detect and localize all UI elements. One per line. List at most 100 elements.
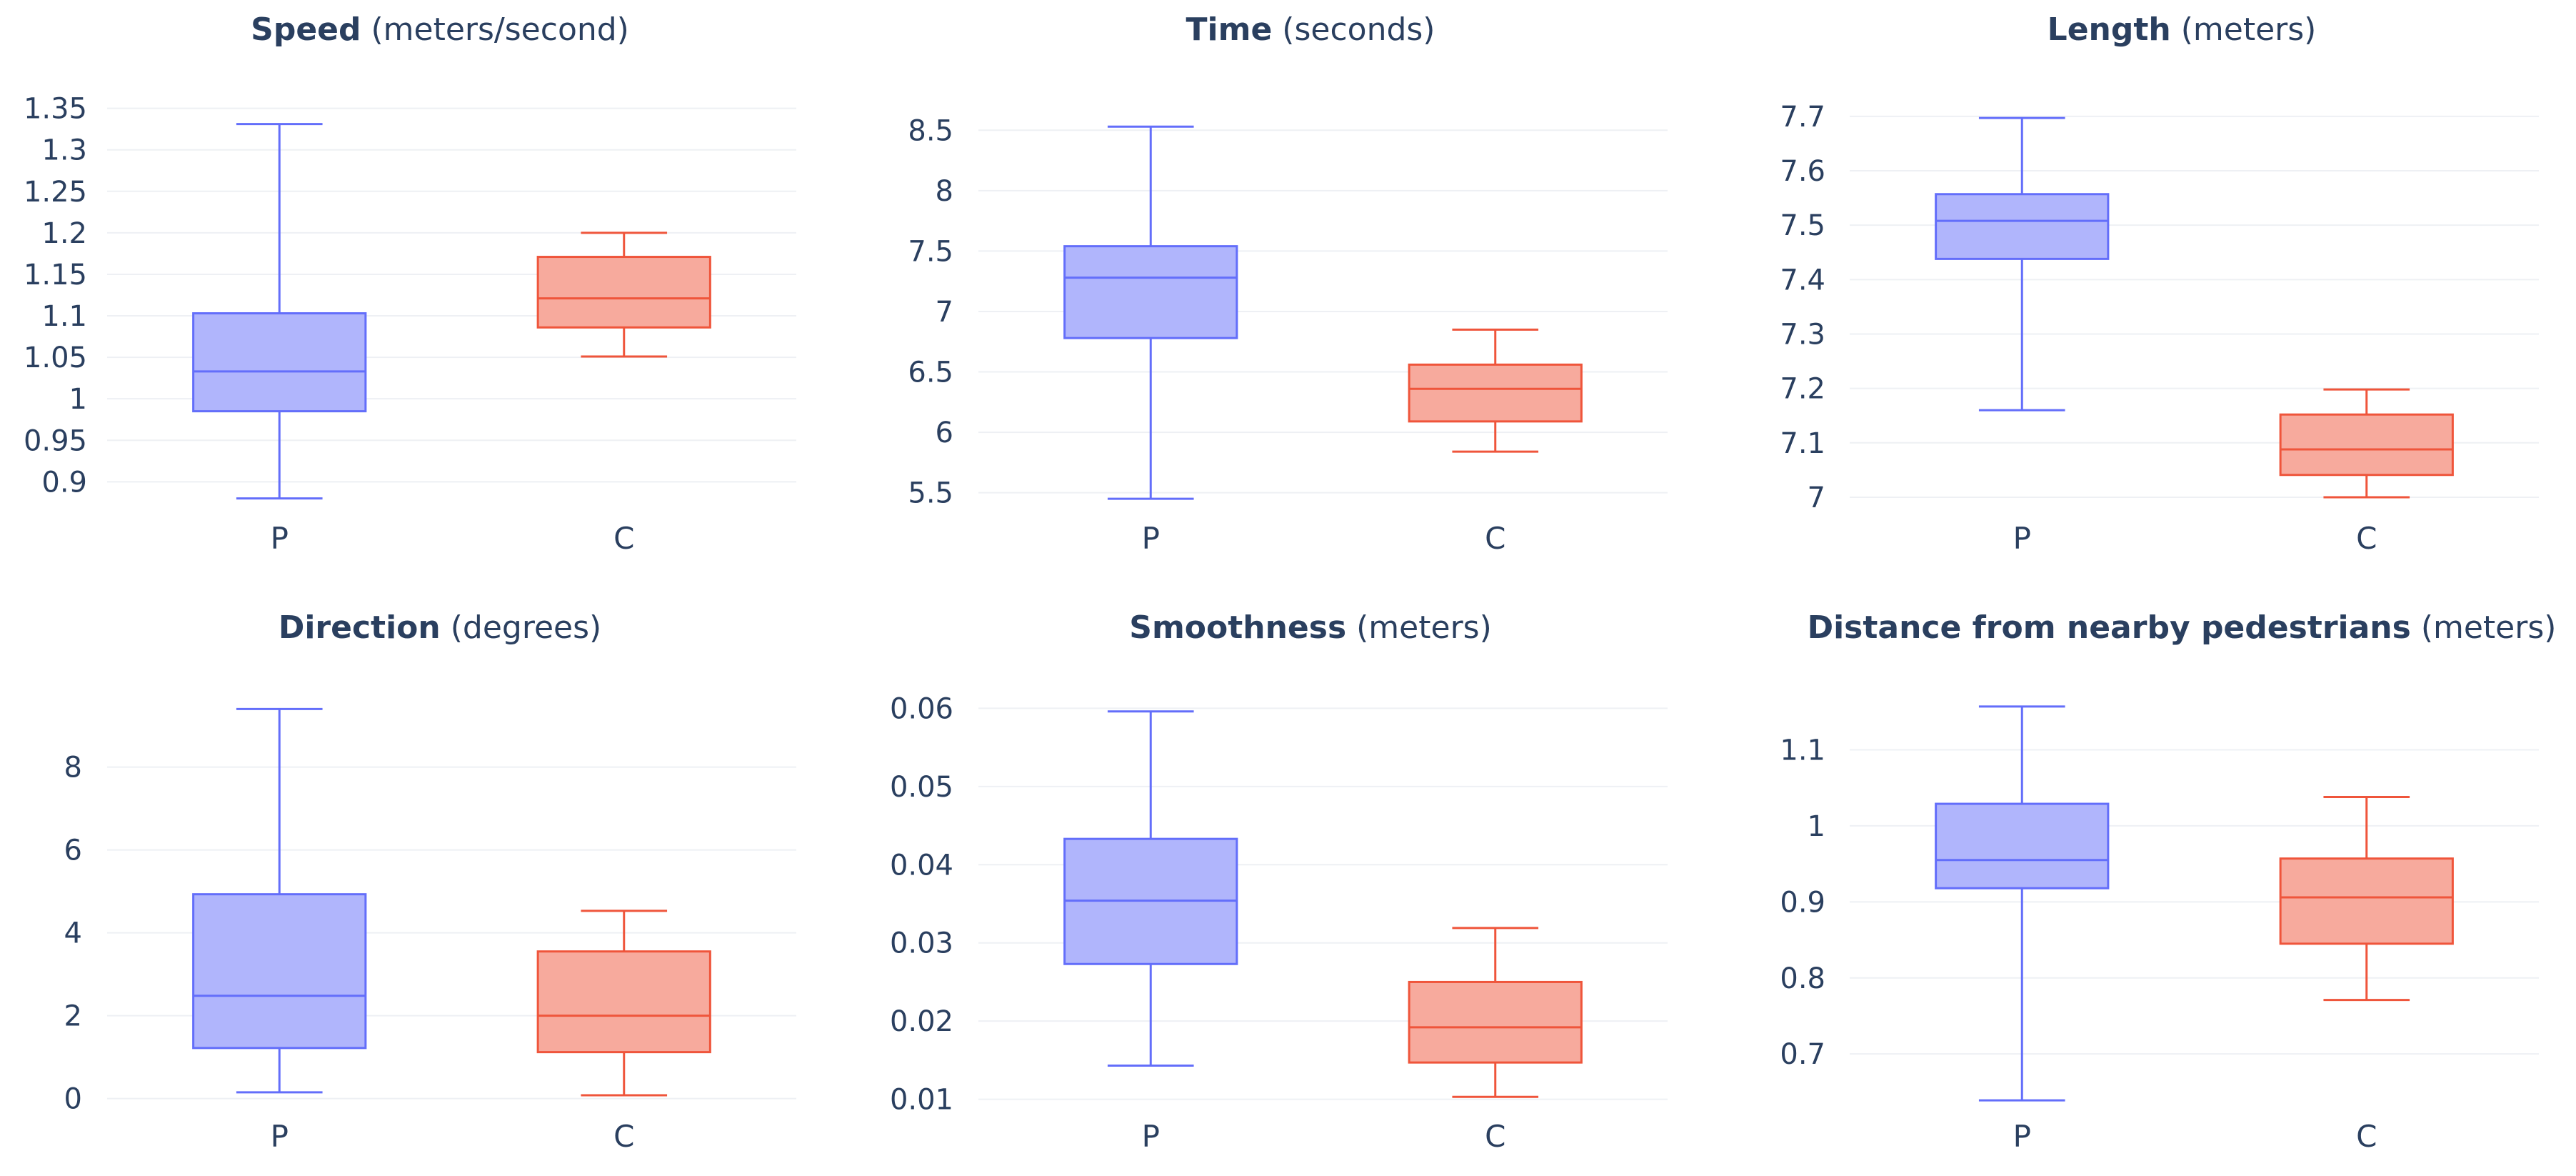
x-category-label: C (2356, 521, 2377, 556)
x-category-label: P (2013, 1119, 2031, 1154)
x-category-label: C (2356, 1119, 2377, 1154)
box-c (1408, 328, 1583, 453)
box-p (192, 123, 367, 500)
chart-title: Direction (degrees) (279, 609, 601, 646)
box-iqr (1063, 245, 1238, 339)
y-tick-label: 1 (69, 383, 87, 416)
y-tick-label: 6 (936, 417, 953, 449)
x-category-label: P (2013, 521, 2031, 556)
box-iqr (536, 256, 711, 329)
chart-title-unit: (meters/second) (361, 11, 629, 48)
y-tick-label: 1.35 (24, 93, 87, 126)
chart-panel-5: Distance from nearby pedestrians (meters… (1780, 609, 2556, 1154)
box-p (192, 707, 367, 1094)
y-tick-label: 1.05 (24, 342, 87, 374)
chart-panel-1: Time (seconds) 5.5 6 6.5 7 7.5 8 8.5 P C (908, 11, 1668, 556)
y-tick-label: 7.5 (908, 235, 953, 268)
y-tick-label: 1.1 (41, 300, 87, 333)
box-p (1935, 705, 2110, 1102)
box-iqr (1408, 980, 1583, 1064)
x-category-label: C (613, 1119, 634, 1154)
x-category-label: P (1142, 521, 1160, 556)
chart-title: Time (seconds) (1186, 11, 1435, 48)
y-tick-label: 2 (64, 1000, 82, 1033)
y-tick-label: 1 (1808, 810, 1825, 843)
chart-title-main: Time (1186, 11, 1273, 48)
chart-title: Smoothness (meters) (1129, 609, 1492, 646)
y-tick-label: 8 (936, 175, 953, 208)
y-tick-label: 0.03 (890, 927, 953, 960)
box-c (2279, 388, 2454, 499)
y-tick-label: 7.4 (1780, 264, 1825, 297)
chart-title-main: Length (2048, 11, 2171, 48)
y-tick-label: 6 (64, 834, 82, 867)
x-category-label: P (1142, 1119, 1160, 1154)
chart-panel-2: Length (meters) 7 7.1 7.2 7.3 7.4 7.5 7.6 7.7 P C (1780, 11, 2539, 556)
box-iqr (1408, 363, 1583, 423)
x-category-label: C (1485, 1119, 1505, 1154)
chart-title-unit: (meters) (1346, 609, 1492, 646)
y-tick-label: 0.02 (890, 1005, 953, 1038)
chart-panel-4: Smoothness (meters) 0.01 0.02 0.03 0.04 0.05 0… (890, 609, 1668, 1154)
y-tick-label: 1.25 (24, 176, 87, 209)
y-tick-label: 5.5 (908, 477, 953, 510)
y-tick-label: 7.7 (1780, 101, 1825, 134)
box-iqr (2279, 857, 2454, 945)
box-iqr (1935, 802, 2110, 890)
y-tick-label: 7 (1808, 482, 1825, 514)
y-tick-label: 0.95 (24, 424, 87, 457)
y-tick-label: 1.1 (1780, 734, 1825, 767)
chart-title-main: Smoothness (1129, 609, 1346, 646)
y-tick-label: 7.1 (1780, 427, 1825, 460)
y-tick-label: 1.3 (41, 134, 87, 167)
box-p (1063, 125, 1238, 500)
box-iqr (2279, 413, 2454, 477)
chart-title-unit: (meters) (2171, 11, 2317, 48)
chart-title-unit: (seconds) (1272, 11, 1435, 48)
y-tick-label: 0.9 (41, 466, 87, 499)
x-category-label: C (1485, 521, 1505, 556)
y-tick-label: 0.05 (890, 771, 953, 804)
chart-panel-0: Speed (meters/second) 0.9 0.95 1 1.05 1.1 1.15… (24, 11, 796, 556)
y-tick-label: 7.6 (1780, 155, 1825, 188)
box-iqr (192, 312, 367, 413)
y-tick-label: 0.01 (890, 1084, 953, 1117)
chart-title-unit: (degrees) (441, 609, 601, 646)
chart-title: Speed (meters/second) (251, 11, 629, 48)
chart-title-main: Speed (251, 11, 361, 48)
chart-panel-3: Direction (degrees) 0 2 4 6 8 P C (64, 609, 796, 1154)
y-tick-label: 7.2 (1780, 373, 1825, 406)
x-category-label: P (271, 521, 289, 556)
chart-title-main: Distance from nearby pedestrians (1808, 609, 2411, 646)
box-iqr (1935, 193, 2110, 260)
x-category-label: P (271, 1119, 289, 1154)
box-iqr (192, 893, 367, 1050)
y-tick-label: 0.06 (890, 692, 953, 725)
box-c (2279, 795, 2454, 1002)
y-tick-label: 7.3 (1780, 318, 1825, 351)
y-tick-label: 1.2 (41, 217, 87, 250)
y-tick-label: 0.04 (890, 849, 953, 882)
y-tick-label: 0.7 (1780, 1038, 1825, 1071)
box-c (1408, 927, 1583, 1098)
box-c (536, 231, 711, 358)
box-p (1063, 710, 1238, 1067)
y-tick-label: 0.9 (1780, 886, 1825, 919)
y-tick-label: 6.5 (908, 357, 953, 389)
box-p (1935, 116, 2110, 412)
chart-title: Length (meters) (2048, 11, 2317, 48)
y-tick-label: 0.8 (1780, 962, 1825, 995)
y-tick-label: 1.15 (24, 259, 87, 291)
y-tick-label: 8 (64, 752, 82, 784)
chart-title-unit: (meters) (2411, 609, 2557, 646)
box-c (536, 910, 711, 1097)
chart-title: Distance from nearby pedestrians (meters… (1808, 609, 2557, 646)
y-tick-label: 0 (64, 1083, 82, 1116)
y-tick-label: 8.5 (908, 114, 953, 147)
y-tick-label: 7.5 (1780, 209, 1825, 242)
y-tick-label: 7 (936, 296, 953, 329)
y-tick-label: 4 (64, 917, 82, 950)
box-iqr (536, 950, 711, 1054)
chart-title-main: Direction (279, 609, 441, 646)
x-category-label: C (613, 521, 634, 556)
